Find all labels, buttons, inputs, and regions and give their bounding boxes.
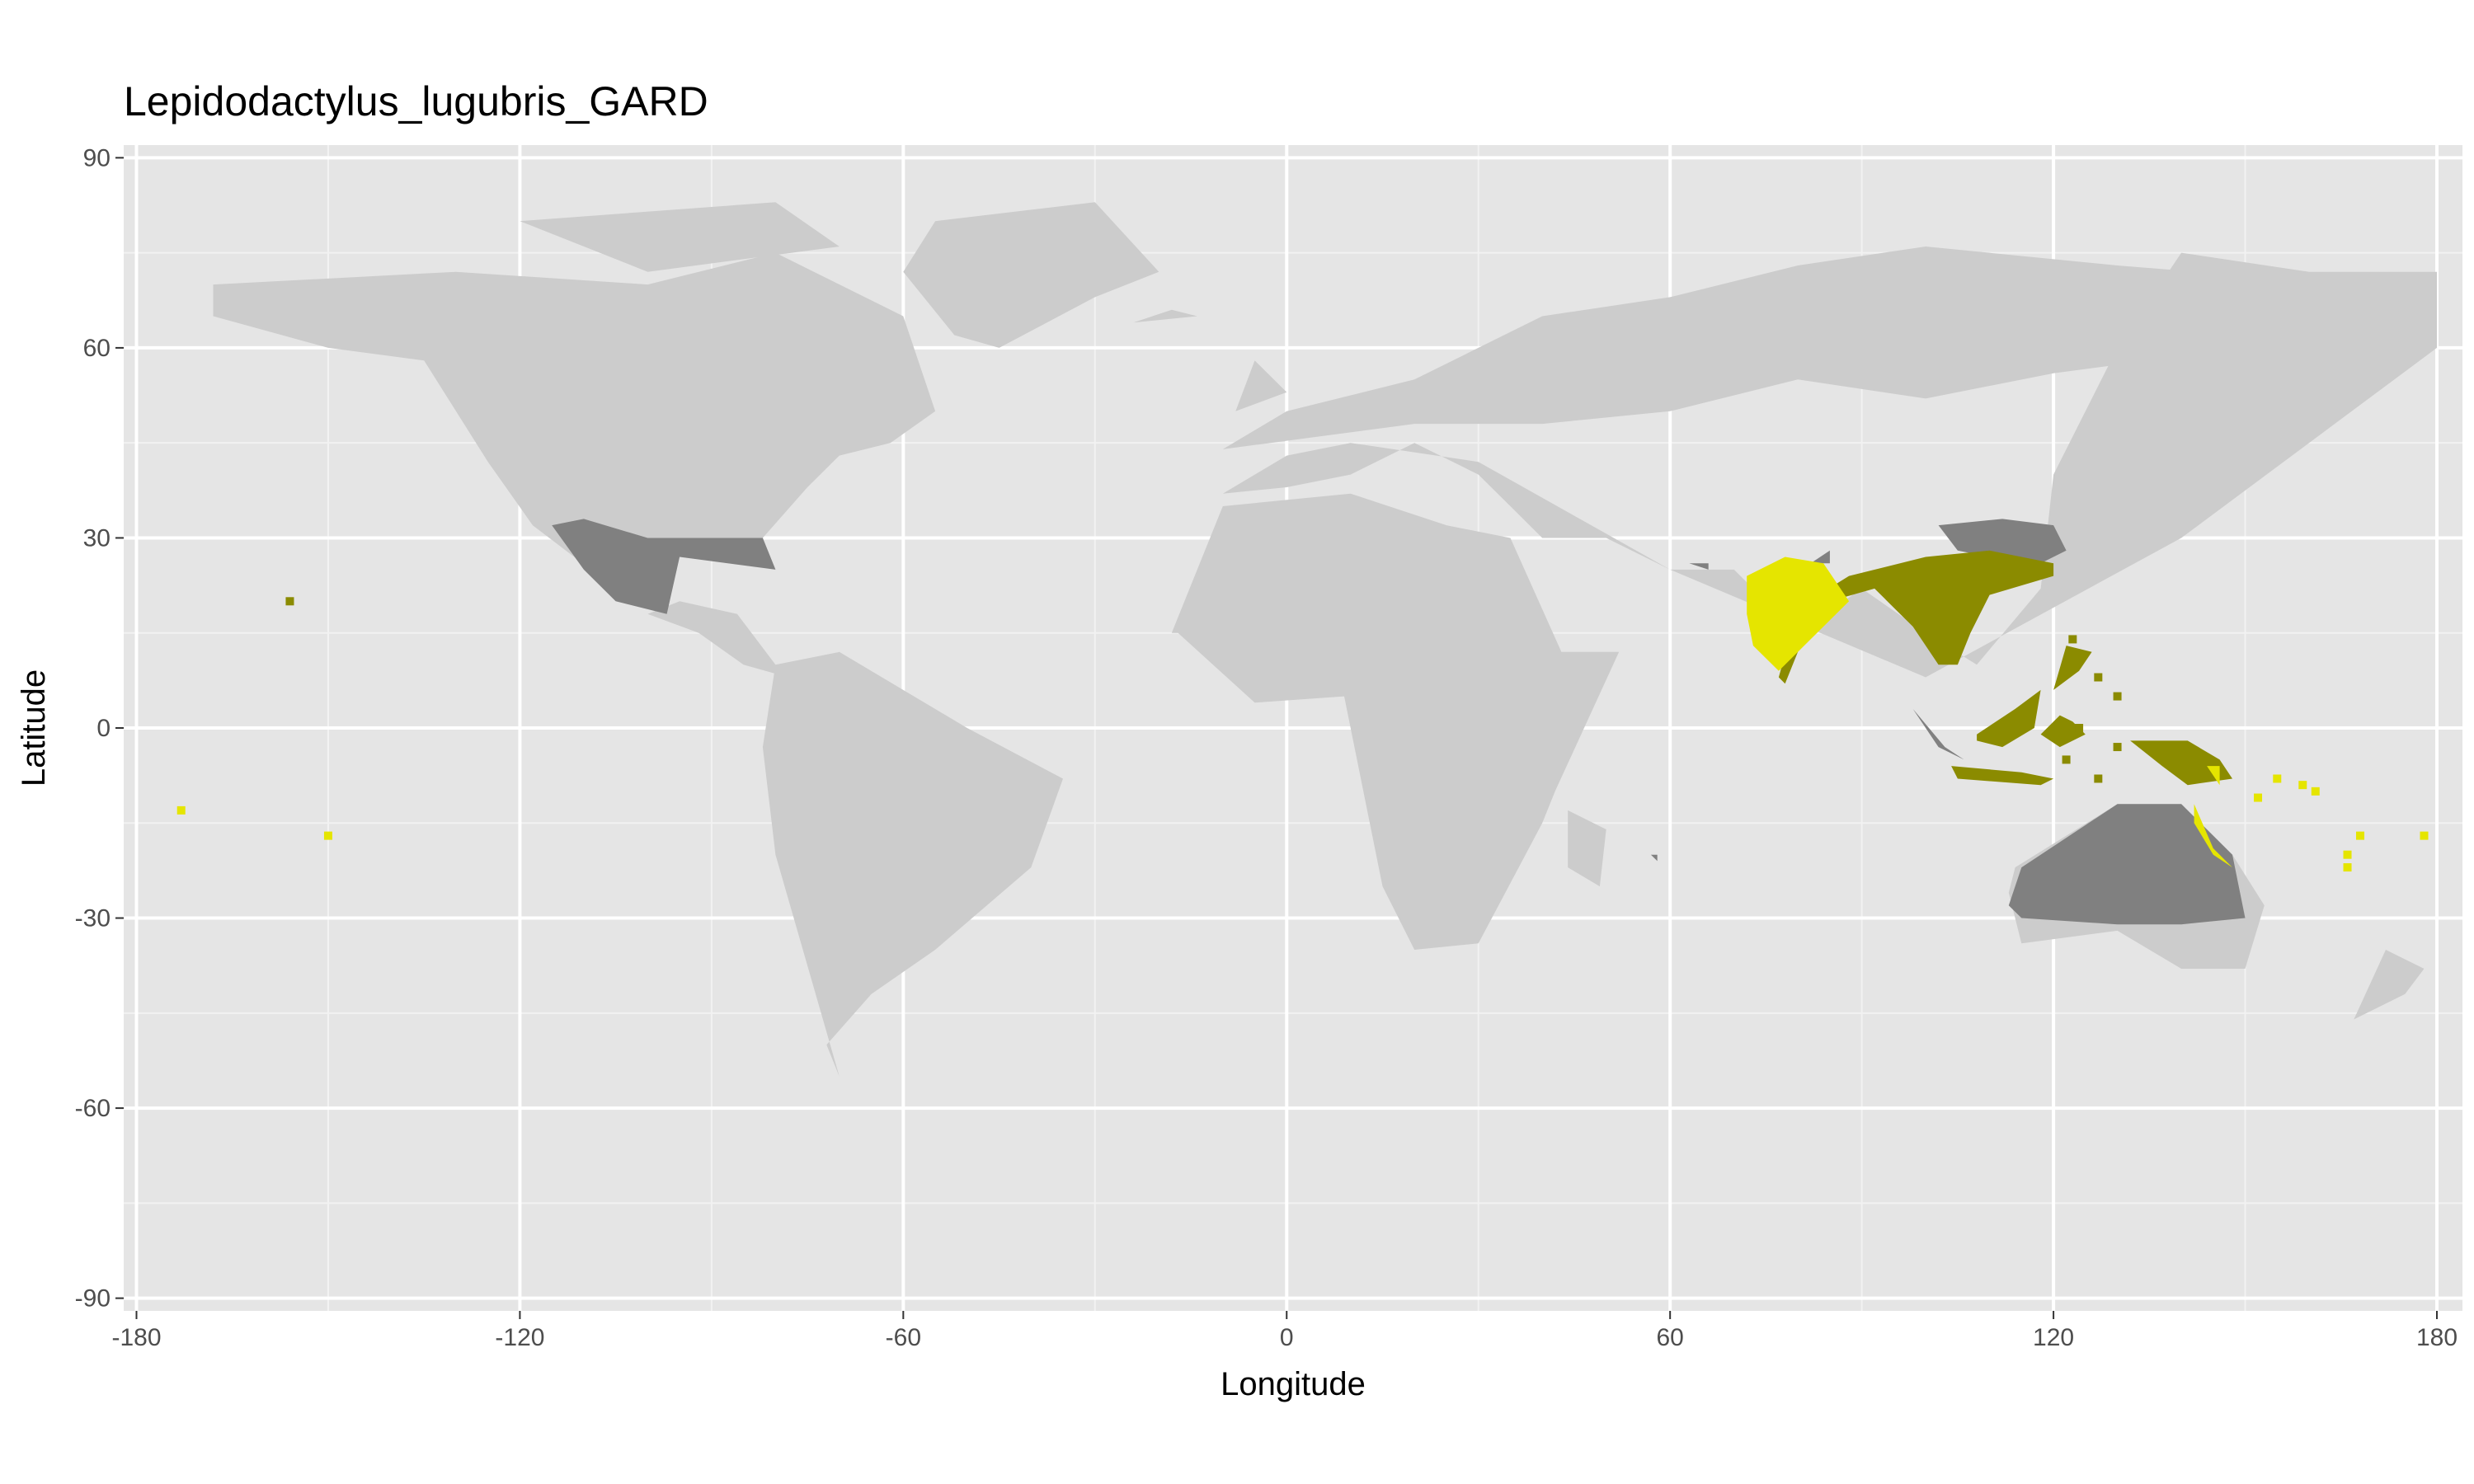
yellow-region <box>1747 556 1850 671</box>
x-tick-label: 60 <box>1656 1324 1683 1351</box>
point-cell <box>2298 781 2307 790</box>
point-cell <box>323 831 332 840</box>
olive-region <box>2130 740 2232 786</box>
y-tick-label: 30 <box>83 524 111 552</box>
y-tick-label: 90 <box>83 144 111 171</box>
yellow-region <box>2194 804 2232 868</box>
land-layer <box>213 202 2437 1077</box>
point-cell <box>2343 863 2352 872</box>
point-cell <box>2343 850 2352 859</box>
land-region <box>1568 810 1606 887</box>
point-cell <box>2311 787 2320 796</box>
land-region <box>213 252 936 589</box>
point-cell <box>176 805 186 815</box>
olive-region <box>2040 715 2086 748</box>
point-cell <box>2254 793 2263 802</box>
x-tick-label: 0 <box>1280 1324 1294 1351</box>
land-region <box>2354 950 2425 1020</box>
point-cell <box>2113 743 2122 752</box>
dark-gray-region <box>2008 804 2246 925</box>
y-tick-label: -90 <box>75 1285 111 1313</box>
yellow-region <box>2207 766 2220 786</box>
yellow-range-layer <box>1747 556 2232 868</box>
land-region <box>520 202 840 272</box>
x-axis-title: Longitude <box>1221 1366 1366 1402</box>
land-region <box>647 601 788 678</box>
y-axis-title: Latitude <box>16 669 52 787</box>
land-region <box>1235 360 1287 411</box>
dark-gray-range-layer <box>552 519 2246 925</box>
point-cell <box>2094 673 2103 682</box>
x-tick-label: 120 <box>2033 1324 2074 1351</box>
x-tick-label: -180 <box>111 1324 161 1351</box>
y-tick-label: 0 <box>96 715 111 742</box>
olive-region <box>1778 550 2054 684</box>
x-tick-label: -60 <box>886 1324 921 1351</box>
plot-title: Lepidodactylus_lugubris_GARD <box>124 78 708 124</box>
point-cell <box>2356 831 2365 840</box>
point-cell <box>2273 774 2282 783</box>
olive-region <box>2053 646 2092 690</box>
land-region <box>1171 493 1620 950</box>
olive-region <box>1951 766 2054 786</box>
point-cell <box>2075 724 2084 732</box>
land-region <box>903 202 1159 348</box>
land-region <box>762 651 1063 1077</box>
point-cell <box>2068 635 2077 644</box>
olive-region <box>1977 689 2041 748</box>
point-cell <box>285 597 294 606</box>
dark-gray-region <box>1938 519 2067 564</box>
dark-gray-region <box>1650 854 1658 862</box>
y-axis: -90 -60 -30 0 30 60 90 <box>75 144 124 1313</box>
point-cell <box>2113 692 2122 701</box>
x-tick-label: -120 <box>495 1324 544 1351</box>
y-tick-label: 60 <box>83 335 111 362</box>
dark-gray-region <box>552 519 776 614</box>
land-region <box>1222 247 2437 449</box>
point-cell <box>2062 755 2071 764</box>
point-cells-layer <box>176 597 2429 872</box>
point-cell <box>2420 831 2429 840</box>
x-axis: -180 -120 -60 0 60 120 180 <box>111 1311 2458 1351</box>
point-cell <box>2094 774 2103 783</box>
olive-range-layer <box>1778 550 2232 786</box>
y-tick-label: -30 <box>75 905 111 932</box>
y-tick-label: -60 <box>75 1095 111 1122</box>
dark-gray-region <box>1810 550 1830 564</box>
dark-gray-region <box>1689 563 1709 570</box>
x-tick-label: 180 <box>2416 1324 2458 1351</box>
land-region <box>1133 309 1197 323</box>
